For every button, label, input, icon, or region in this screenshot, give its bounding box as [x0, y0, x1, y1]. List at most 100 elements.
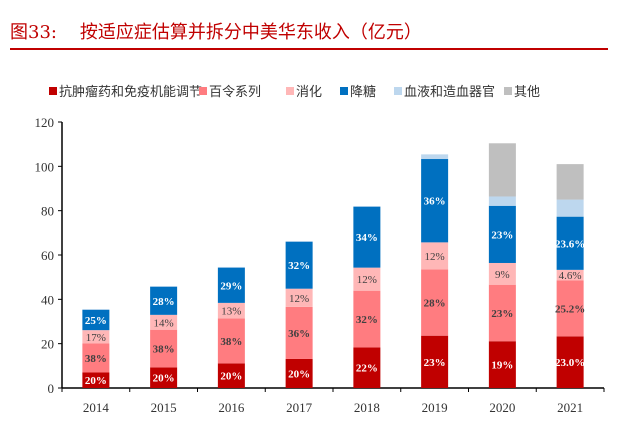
- bar-segment: [488, 262, 516, 285]
- bar-segment: [353, 206, 381, 268]
- x-tick-label: 2015: [151, 400, 177, 415]
- data-label: 36%: [288, 328, 310, 340]
- data-label: 38%: [85, 353, 107, 365]
- x-tick-label: 2020: [489, 400, 515, 415]
- data-label: 32%: [356, 314, 378, 326]
- bar-segment: [285, 358, 313, 388]
- x-tick-label: 2016: [218, 400, 245, 415]
- data-label: 23.0%: [555, 357, 585, 369]
- bar-segment: [488, 205, 516, 263]
- bar-segment: [353, 267, 381, 291]
- data-label: 22%: [356, 363, 378, 375]
- bar-segment: [353, 290, 381, 348]
- legend-label: 消化: [296, 85, 322, 100]
- legend-label: 抗肿瘤药和免疫机能调节: [59, 84, 202, 100]
- bar-segment: [150, 314, 178, 330]
- bar-segment: [353, 347, 381, 388]
- bar-segment: [82, 309, 110, 331]
- bar-segment: [421, 335, 449, 388]
- data-label: 36%: [424, 196, 446, 208]
- data-label: 28%: [424, 298, 446, 310]
- data-label: 19%: [491, 360, 513, 372]
- bar-segment: [353, 206, 381, 207]
- y-tick-label: 40: [41, 292, 54, 307]
- bar-segment: [488, 143, 516, 197]
- bar-segment: [556, 336, 584, 388]
- bar-segment: [556, 269, 584, 281]
- bar-segment: [421, 269, 449, 336]
- bar-segment: [556, 280, 584, 337]
- bar-segment: [217, 266, 245, 268]
- bar-segment: [150, 286, 178, 315]
- data-label: 23%: [424, 357, 446, 369]
- bar-segment: [217, 267, 245, 303]
- bar-segment: [488, 196, 516, 206]
- data-label: 20%: [153, 373, 175, 385]
- data-label: 28%: [153, 296, 175, 308]
- data-label: 23.6%: [555, 238, 585, 250]
- data-label: 12%: [289, 293, 309, 305]
- data-label: 25.2%: [555, 303, 585, 315]
- bar-segment: [556, 164, 584, 200]
- data-label: 17%: [86, 332, 106, 344]
- bar-segment: [217, 302, 245, 319]
- legend-swatch: [286, 87, 294, 95]
- bar-segment: [421, 154, 449, 160]
- bar-segment: [82, 330, 110, 344]
- y-tick-label: 80: [41, 204, 54, 219]
- data-label: 32%: [288, 260, 310, 272]
- legend-label: 降糖: [350, 84, 376, 100]
- y-tick-label: 20: [41, 337, 54, 352]
- legend-swatch: [504, 87, 512, 95]
- legend-swatch: [340, 87, 348, 95]
- x-tick-label: 2021: [557, 400, 583, 415]
- x-tick-label: 2014: [83, 400, 110, 415]
- legend-swatch: [49, 87, 57, 95]
- x-tick-label: 2019: [422, 400, 448, 415]
- bar-segment: [150, 286, 178, 287]
- data-label: 34%: [356, 232, 378, 244]
- bar-segment: [421, 159, 449, 243]
- bar-segment: [217, 318, 245, 364]
- figure-title: 图33: 按适应症估算并拆分中美华东收入（亿元）: [10, 18, 422, 44]
- legend-label: 其他: [514, 85, 540, 100]
- data-label: 38%: [220, 336, 242, 348]
- data-label: 12%: [425, 251, 445, 263]
- x-tick-label: 2017: [286, 400, 313, 415]
- bar-segment: [285, 241, 313, 242]
- bar-segment: [150, 329, 178, 368]
- bar-segment: [556, 216, 584, 270]
- data-label: 20%: [220, 371, 242, 383]
- data-label: 4.6%: [559, 270, 582, 282]
- data-label: 38%: [153, 344, 175, 356]
- bar-segment: [285, 288, 313, 307]
- bar-segment: [217, 363, 245, 388]
- legend-label: 百令系列: [209, 85, 261, 100]
- bar-segment: [82, 343, 110, 373]
- y-tick-label: 0: [48, 381, 55, 396]
- data-label: 12%: [357, 274, 377, 286]
- data-label: 14%: [154, 317, 174, 329]
- bar-segment: [285, 306, 313, 359]
- legend-swatch: [199, 87, 207, 95]
- figure-number: 图33:: [10, 22, 57, 43]
- data-label: 9%: [495, 269, 510, 281]
- y-tick-label: 100: [35, 159, 55, 174]
- legend-swatch: [394, 87, 402, 95]
- bar-segment: [488, 341, 516, 388]
- chart-title: 按适应症估算并拆分中美华东收入（亿元）: [79, 22, 422, 43]
- title-rule: [10, 48, 608, 50]
- data-label: 23%: [491, 229, 513, 241]
- y-tick-label: 60: [41, 248, 54, 263]
- data-label: 23%: [491, 308, 513, 320]
- bar-segment: [556, 199, 584, 217]
- legend-label: 血液和造血器官: [404, 84, 495, 100]
- bar-segment: [285, 241, 313, 289]
- y-tick-label: 120: [35, 115, 55, 130]
- data-label: 13%: [221, 306, 241, 318]
- data-label: 29%: [220, 280, 242, 292]
- data-label: 20%: [85, 375, 107, 387]
- data-label: 20%: [288, 368, 310, 380]
- bar-segment: [421, 242, 449, 270]
